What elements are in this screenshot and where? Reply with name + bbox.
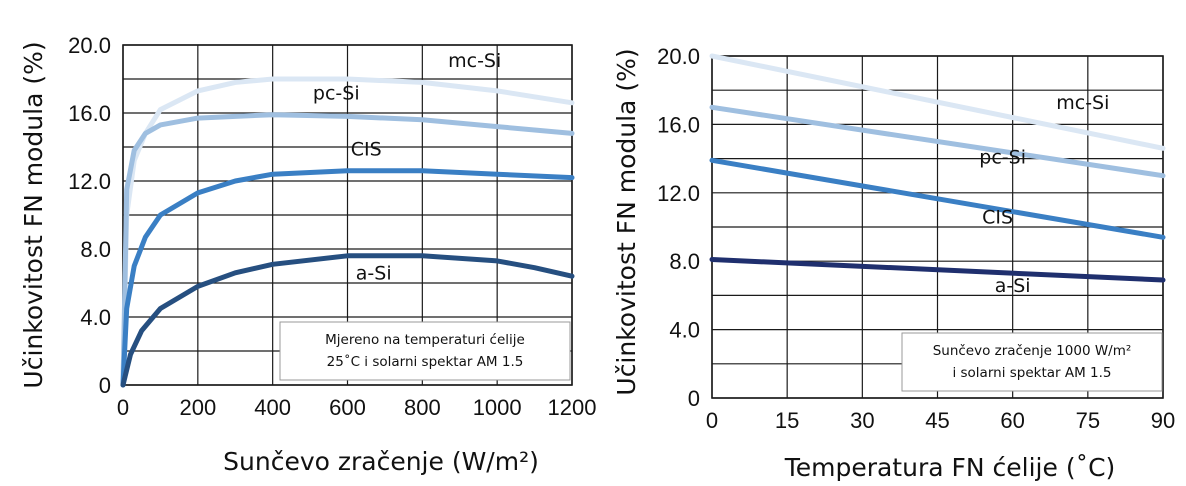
x-tick-label: 1000 — [473, 395, 522, 420]
series-line-pc-si — [709, 104, 1166, 179]
y-tick-label: 16.0 — [657, 112, 700, 137]
chart-1: mc-Si pc-Si CIS a-Si 0 200 400 600 800 1000 1200 0 4… — [19, 33, 596, 476]
series-label-a-si: a-Si — [995, 275, 1031, 297]
note-text-line: 25˚C i solarni spektar AM 1.5 — [327, 353, 524, 370]
x-tick-label: 15 — [775, 408, 799, 433]
y-tick-label: 4.0 — [669, 318, 700, 343]
note-text-line: Sunčevo zračenje 1000 W/m² — [933, 343, 1132, 359]
y-tick-label: 20.0 — [68, 33, 111, 58]
y-axis-title: Učinkovitost FN modula (%) — [612, 48, 641, 395]
series-label-a-si: a-Si — [356, 263, 392, 285]
x-tick-label: 90 — [1151, 408, 1175, 433]
y-tick-label: 8.0 — [669, 249, 700, 274]
x-tick-label: 400 — [254, 395, 291, 420]
x-axis-title: Temperatura FN ćelije (˚C) — [784, 453, 1116, 482]
y-tick-label: 12.0 — [657, 181, 700, 206]
series-label-pc-si: pc-Si — [979, 147, 1026, 169]
note-box — [901, 332, 1163, 392]
x-tick-label: 0 — [706, 408, 718, 433]
series-line-cis — [120, 168, 575, 388]
x-tick-label: 60 — [1000, 408, 1024, 433]
series-label-pc-si: pc-Si — [313, 82, 360, 104]
x-tick-label: 0 — [117, 395, 129, 420]
x-tick-label: 45 — [925, 408, 949, 433]
series-line-cis — [709, 157, 1166, 240]
series-label-cis: CIS — [982, 207, 1013, 229]
y-tick-label: 0 — [688, 386, 700, 411]
x-tick-label: 200 — [179, 395, 216, 420]
series-line-mc-si — [709, 53, 1166, 151]
x-tick-label: 30 — [850, 408, 874, 433]
plot-frame — [711, 55, 1164, 399]
series-label-cis: CIS — [351, 139, 382, 161]
y-axis-title: Učinkovitost FN modula (%) — [19, 41, 48, 388]
series-label-mc-si: mc-Si — [448, 50, 501, 72]
y-tick-label: 0 — [99, 373, 111, 398]
y-tick-label: 8.0 — [80, 237, 111, 262]
series-label-mc-si: mc-Si — [1056, 92, 1109, 114]
series-line-a-si — [709, 257, 1166, 283]
note-box — [279, 321, 571, 381]
y-tick-label: 20.0 — [657, 44, 700, 69]
y-tick-label: 4.0 — [80, 305, 111, 330]
note-text-line: i solarni spektar AM 1.5 — [952, 365, 1111, 381]
chart-2: mc-Si pc-Si CIS a-Si 0 15 30 45 60 75 90 0 4.0 8.0 12.… — [612, 44, 1175, 482]
y-tick-label: 16.0 — [68, 101, 111, 126]
x-tick-label: 800 — [404, 395, 441, 420]
series-line-a-si — [120, 253, 575, 388]
note-text-line: Mjereno na temperaturi ćelije — [325, 332, 525, 348]
y-tick-label: 12.0 — [68, 169, 111, 194]
x-tick-label: 75 — [1076, 408, 1100, 433]
series-line-pc-si — [120, 112, 575, 388]
x-axis-title: Sunčevo zračenje (W/m²) — [223, 447, 539, 476]
x-tick-label: 1200 — [548, 395, 597, 420]
plot-frame — [122, 44, 573, 386]
x-tick-label: 600 — [329, 395, 366, 420]
